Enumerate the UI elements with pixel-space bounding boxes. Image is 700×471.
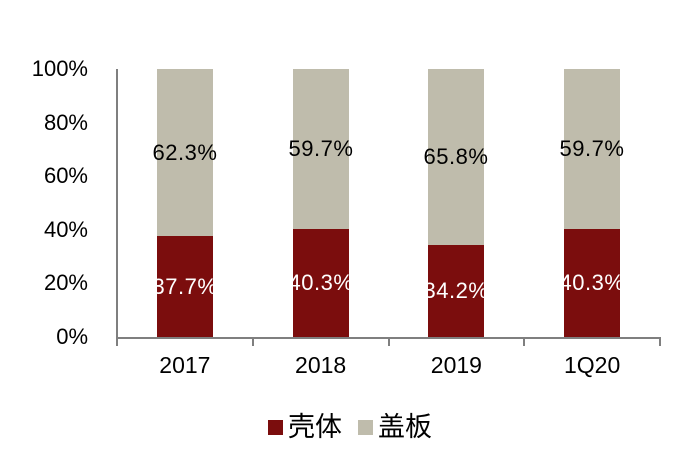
x-axis-tick <box>659 339 661 346</box>
segment-value-label: 37.7% <box>152 273 218 299</box>
bar-2018: 59.7% 40.3% <box>289 69 353 337</box>
bar-segment-cover-plate: 59.7% <box>289 69 353 229</box>
bar-segment-shell-body: 34.2% <box>424 245 488 337</box>
legend-swatch <box>268 419 283 435</box>
segment-value-label: 34.2% <box>423 278 489 303</box>
y-axis-line <box>116 69 118 346</box>
legend-label: 壳体 <box>288 412 342 442</box>
y-axis-tick-label: 0% <box>56 324 88 349</box>
segment-value-label: 59.7% <box>559 136 625 161</box>
segment-value-label: 65.8% <box>423 144 489 169</box>
bar-segment-shell-body: 40.3% <box>560 229 624 337</box>
x-axis-line <box>116 337 661 339</box>
segment-value-label: 40.3% <box>288 270 354 295</box>
legend-item-cover-plate: 盖板 <box>358 412 432 442</box>
x-axis-category-label: 2019 <box>430 352 482 378</box>
y-axis-tick-label: 60% <box>43 163 88 188</box>
chart-legend: 壳体 盖板 <box>0 412 700 442</box>
y-axis-tick-label: 80% <box>43 110 88 135</box>
bar-2019: 65.8% 34.2% <box>424 69 488 337</box>
x-axis-category-label: 2017 <box>159 352 211 378</box>
y-axis-tick-label: 100% <box>31 56 88 81</box>
bar-segment-cover-plate: 62.3% <box>153 69 217 236</box>
bar-segment-shell-body: 40.3% <box>289 229 353 337</box>
legend-label: 盖板 <box>378 412 432 442</box>
legend-item-shell-body: 壳体 <box>268 412 342 442</box>
segment-value-label: 59.7% <box>288 136 354 161</box>
x-axis-tick <box>387 339 390 346</box>
bar-segment-cover-plate: 65.8% <box>424 69 488 245</box>
legend-swatch <box>358 419 373 435</box>
y-axis-tick-label: 20% <box>43 270 88 295</box>
x-axis-category-label: 1Q20 <box>563 352 621 378</box>
bar-segment-cover-plate: 59.7% <box>560 69 624 229</box>
bar-2017: 62.3% 37.7% <box>153 69 217 337</box>
bar-1Q20: 59.7% 40.3% <box>560 69 624 337</box>
segment-value-label: 62.3% <box>152 139 218 165</box>
x-axis-category-label: 2018 <box>295 352 347 378</box>
y-axis-tick-label: 40% <box>43 217 88 242</box>
segment-value-label: 40.3% <box>559 270 625 295</box>
x-axis-tick <box>523 339 526 346</box>
x-axis-tick <box>251 339 254 346</box>
bar-segment-shell-body: 37.7% <box>153 236 217 337</box>
